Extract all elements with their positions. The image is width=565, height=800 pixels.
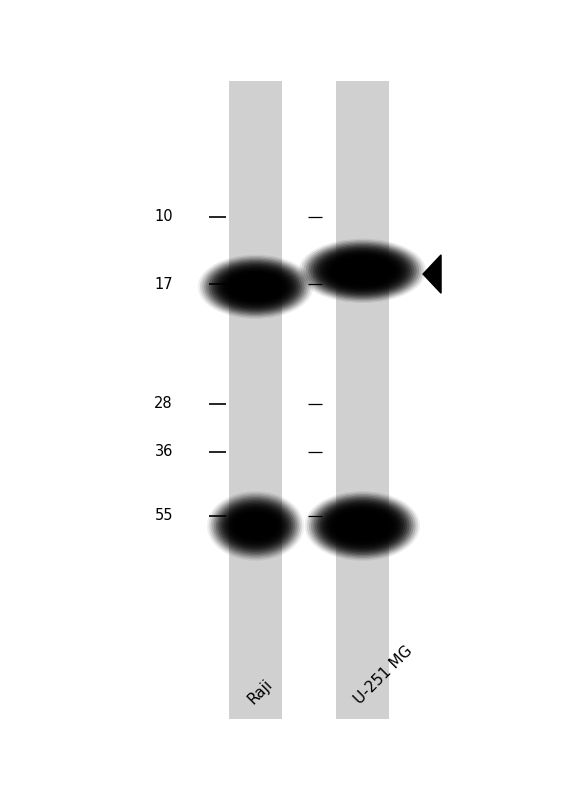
Ellipse shape	[307, 493, 418, 559]
Ellipse shape	[324, 504, 401, 548]
Text: U-251 MG: U-251 MG	[352, 643, 416, 707]
Ellipse shape	[225, 506, 286, 546]
Ellipse shape	[298, 238, 426, 303]
Ellipse shape	[305, 491, 420, 561]
Text: Raji: Raji	[245, 677, 275, 707]
Ellipse shape	[211, 494, 301, 558]
Ellipse shape	[217, 266, 294, 307]
Ellipse shape	[320, 250, 405, 291]
Text: 10: 10	[154, 209, 173, 224]
Ellipse shape	[212, 495, 299, 557]
Ellipse shape	[246, 522, 264, 530]
Text: 36: 36	[154, 444, 173, 459]
Ellipse shape	[329, 256, 396, 286]
Ellipse shape	[200, 256, 311, 318]
Ellipse shape	[223, 504, 288, 548]
Ellipse shape	[202, 258, 309, 316]
Ellipse shape	[318, 250, 407, 292]
Ellipse shape	[208, 262, 302, 312]
Ellipse shape	[221, 270, 290, 304]
Ellipse shape	[315, 248, 410, 294]
Polygon shape	[423, 255, 441, 293]
Ellipse shape	[245, 283, 266, 290]
Ellipse shape	[214, 497, 297, 555]
Ellipse shape	[228, 274, 283, 300]
Ellipse shape	[207, 491, 304, 561]
Text: 28: 28	[154, 397, 173, 411]
Ellipse shape	[208, 493, 302, 559]
Ellipse shape	[228, 509, 282, 543]
Ellipse shape	[301, 240, 424, 302]
Ellipse shape	[230, 274, 281, 299]
Ellipse shape	[198, 254, 313, 319]
Ellipse shape	[225, 272, 285, 302]
Ellipse shape	[234, 513, 277, 539]
Ellipse shape	[315, 498, 409, 554]
Ellipse shape	[324, 254, 400, 288]
Ellipse shape	[339, 514, 386, 538]
Ellipse shape	[332, 258, 393, 285]
Ellipse shape	[303, 242, 421, 300]
Ellipse shape	[318, 500, 407, 552]
Ellipse shape	[221, 502, 290, 550]
Ellipse shape	[236, 514, 275, 538]
Text: 55: 55	[154, 508, 173, 523]
Bar	[229, 81, 282, 719]
Ellipse shape	[327, 254, 398, 287]
Ellipse shape	[206, 260, 305, 314]
Ellipse shape	[328, 507, 397, 545]
Ellipse shape	[306, 242, 419, 299]
Ellipse shape	[334, 258, 390, 283]
Text: 17: 17	[154, 277, 173, 292]
Ellipse shape	[218, 500, 293, 552]
Ellipse shape	[334, 511, 390, 541]
Ellipse shape	[321, 502, 403, 550]
Ellipse shape	[322, 252, 402, 290]
Ellipse shape	[313, 497, 411, 555]
Ellipse shape	[326, 506, 399, 546]
Ellipse shape	[331, 509, 394, 543]
Ellipse shape	[220, 502, 292, 550]
Ellipse shape	[211, 262, 301, 311]
Ellipse shape	[232, 511, 279, 541]
Ellipse shape	[309, 494, 416, 558]
Bar	[336, 81, 389, 719]
Ellipse shape	[337, 513, 388, 539]
Ellipse shape	[320, 502, 405, 550]
Ellipse shape	[308, 244, 416, 298]
Ellipse shape	[332, 510, 392, 542]
Ellipse shape	[313, 246, 412, 295]
Ellipse shape	[227, 507, 284, 545]
Ellipse shape	[311, 495, 414, 557]
Ellipse shape	[204, 258, 307, 315]
Ellipse shape	[351, 522, 373, 530]
Ellipse shape	[213, 264, 298, 310]
Ellipse shape	[231, 510, 281, 542]
Ellipse shape	[219, 268, 292, 306]
Ellipse shape	[350, 267, 374, 274]
Ellipse shape	[232, 276, 279, 298]
Ellipse shape	[224, 270, 288, 303]
Ellipse shape	[310, 246, 414, 296]
Ellipse shape	[336, 260, 388, 282]
Ellipse shape	[216, 498, 295, 554]
Ellipse shape	[215, 266, 296, 308]
